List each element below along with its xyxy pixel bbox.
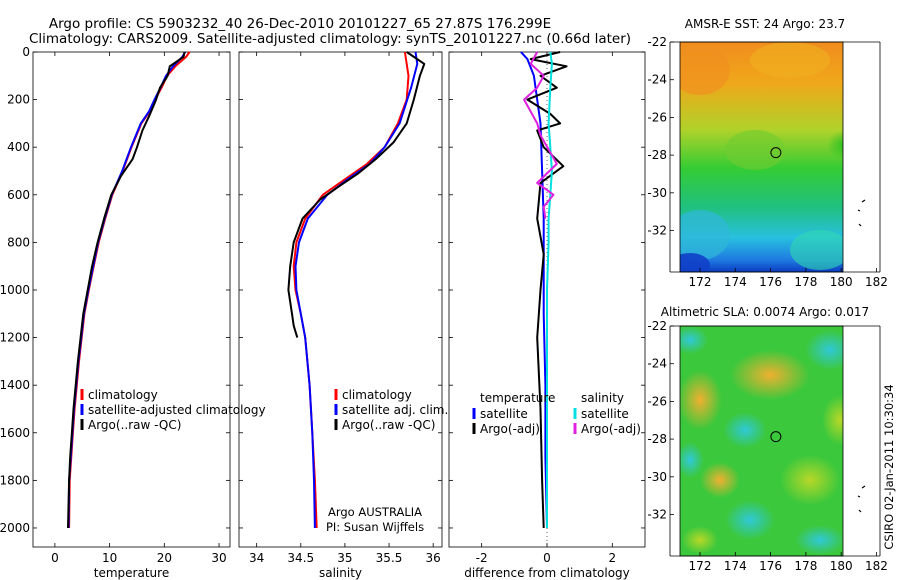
sal-legend-label: Argo(..raw -QC): [342, 418, 435, 432]
temperature-profile-panel: 0 10 20 30 0 200 400 600 800 1000 1200 1400 1600 1800…: [0, 45, 266, 580]
map-lon-tick-label: 176: [759, 559, 782, 573]
temp-x-tick-label: 30: [211, 551, 226, 565]
depth-tick-label: 0: [22, 45, 30, 59]
map-lat-tick-label: -24: [647, 73, 667, 87]
map-lon-tick-label: 180: [830, 559, 853, 573]
diff-x-tick-label: 2: [609, 551, 617, 565]
sal-series-3-line: [287, 51, 426, 338]
figure-title-line-2: Climatology: CARS2009. Satellite-adjuste…: [29, 31, 631, 47]
sla-map-axes: 172 174 176 178 180 182 -22 -24 -26 -28 -30 -32: [647, 319, 888, 573]
sst-heatmap-field: [680, 42, 843, 272]
diff-legend-header-2: salinity: [581, 391, 624, 405]
diff-series-3-line: [546, 51, 553, 528]
diff-x-tick-label: -2: [476, 551, 488, 565]
sst-map-panel: AMSR-E SST: 24 Argo: 23.7 172 174 176 178 18…: [647, 17, 888, 289]
map-lon-tick-label: 182: [865, 275, 888, 289]
map-lon-tick-label: 172: [689, 559, 712, 573]
depth-tick-label: 2000: [0, 521, 30, 535]
map-lat-tick-label: -28: [647, 148, 667, 162]
temp-legend-label: climatology: [88, 388, 158, 402]
diff-legend-header-1: temperature: [480, 391, 555, 405]
pi-label: PI: Susan Wijffels: [326, 520, 424, 534]
depth-tick-label: 1600: [0, 426, 30, 440]
map-lat-tick-label: -28: [647, 432, 667, 446]
diff-series-4-line: [523, 51, 558, 219]
sal-x-tick-label: 35: [337, 551, 352, 565]
diff-series-1-line: [520, 51, 548, 529]
map-lon-tick-label: 182: [865, 559, 888, 573]
temp-x-tick-label: 20: [157, 551, 172, 565]
depth-tick-label: 1400: [0, 378, 30, 392]
map-lon-tick-label: 174: [724, 275, 747, 289]
temp-x-tick-label: 0: [51, 551, 59, 565]
sst-argo-location-marker: [770, 147, 782, 159]
sal-x-tick-label: 34.5: [287, 551, 314, 565]
csiro-timestamp: CSIRO 02-Jan-2011 10:30:34: [882, 384, 896, 549]
depth-tick-label: 200: [7, 93, 30, 107]
temp-series-3-line: [67, 51, 186, 529]
sal-series-2-line: [294, 51, 419, 529]
sal-series-1-line: [292, 51, 410, 529]
sla-island-marks: [857, 485, 866, 513]
map-lat-tick-label: -22: [647, 35, 667, 49]
diff-legend-label: Argo(-adj): [480, 422, 540, 436]
depth-tick-label: 1800: [0, 473, 30, 487]
temp-legend-label: Argo(..raw -QC): [88, 418, 181, 432]
map-lat-tick-label: -32: [647, 508, 667, 522]
map-lon-tick-label: 174: [724, 559, 747, 573]
diff-legend-label: Argo(-adj): [581, 422, 641, 436]
sst-map-axes: 172 174 176 178 180 182 -22 -24 -26 -28 -30 -32: [647, 35, 888, 289]
sst-island-marks: [857, 199, 866, 227]
sla-heatmap-field: [680, 326, 843, 556]
diff-series-2-line: [526, 51, 568, 529]
depth-tick-label: 800: [7, 235, 30, 249]
map-lat-tick-label: -26: [647, 394, 667, 408]
temp-series-2-line: [67, 51, 186, 529]
sal-x-tick-label: 35.5: [376, 551, 403, 565]
sal-axes-frame: [238, 51, 443, 548]
map-lat-tick-label: -32: [647, 224, 667, 238]
map-lon-tick-label: 178: [794, 275, 817, 289]
figure-title-line-1: Argo profile: CS 5903232_40 26-Dec-2010 …: [49, 16, 551, 32]
map-lat-tick-label: -30: [647, 186, 667, 200]
temp-legend-label: satellite-adjusted climatology: [88, 403, 266, 417]
sal-x-axis-label: salinity: [319, 566, 362, 580]
map-lon-tick-label: 178: [794, 559, 817, 573]
sla-argo-location-marker: [770, 431, 782, 443]
temp-x-axis-label: temperature: [94, 566, 169, 580]
sla-map-panel: Altimetric SLA: 0.0074 Argo: 0.017 172 17…: [647, 305, 888, 573]
diff-x-tick-label: 0: [543, 551, 551, 565]
diff-legend-label: satellite: [581, 407, 629, 421]
salinity-profile-panel: 34 34.5 35 35.5 36 salinity climatologysatelli…: [238, 51, 448, 580]
diff-legend-label: satellite: [480, 407, 528, 421]
sla-map-title: Altimetric SLA: 0.0074 Argo: 0.017: [661, 305, 869, 319]
map-lat-tick-label: -24: [647, 357, 667, 371]
map-lat-tick-label: -22: [647, 319, 667, 333]
sal-legend-label: satellite adj. clim.: [342, 403, 448, 417]
temp-x-tick-label: 10: [102, 551, 117, 565]
map-lat-tick-label: -26: [647, 110, 667, 124]
map-lat-tick-label: -30: [647, 470, 667, 484]
sst-map-title: AMSR-E SST: 24 Argo: 23.7: [685, 17, 845, 31]
map-lon-tick-label: 176: [759, 275, 782, 289]
map-lon-tick-label: 172: [689, 275, 712, 289]
map-lon-tick-label: 180: [830, 275, 853, 289]
temp-axes-frame: [32, 51, 231, 548]
argo-country-label: Argo AUSTRALIA: [328, 505, 422, 519]
depth-tick-label: 600: [7, 188, 30, 202]
depth-tick-label: 1200: [0, 331, 30, 345]
depth-tick-label: 400: [7, 140, 30, 154]
depth-tick-label: 1000: [0, 283, 30, 297]
sal-legend-label: climatology: [342, 388, 412, 402]
diff-x-axis-label: difference from climatology: [464, 566, 630, 580]
sal-x-tick-label: 36: [426, 551, 441, 565]
sal-x-tick-label: 34: [249, 551, 264, 565]
